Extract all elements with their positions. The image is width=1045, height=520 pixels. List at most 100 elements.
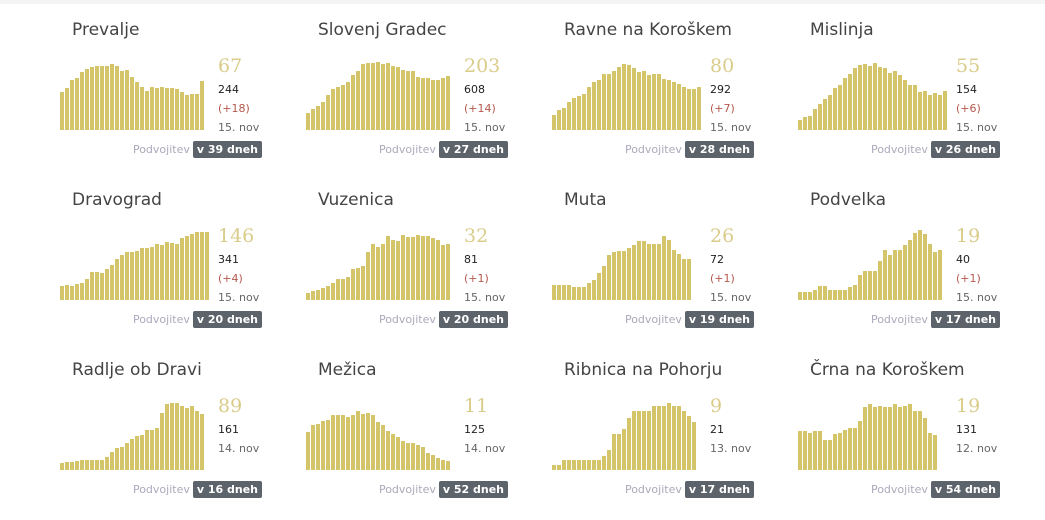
chart-bar xyxy=(597,79,601,130)
chart-bar xyxy=(843,289,847,300)
chart-bar xyxy=(90,459,94,470)
chart-bar xyxy=(612,434,616,470)
chart-bar xyxy=(652,405,656,470)
doubling-badge: v 20 dneh xyxy=(438,311,508,328)
chart-bar xyxy=(130,251,134,300)
chart-bar xyxy=(306,113,310,130)
chart-bar xyxy=(662,405,666,470)
chart-bar xyxy=(647,244,651,300)
chart-bar xyxy=(70,461,74,470)
chart-bar xyxy=(401,234,405,300)
chart-bar xyxy=(803,117,807,130)
chart-bar xyxy=(386,62,390,130)
chart-bar xyxy=(888,407,892,470)
municipality-name: Vuzenica xyxy=(318,190,394,210)
chart-bar xyxy=(115,448,119,470)
chart-bar xyxy=(858,421,862,470)
chart-bar xyxy=(592,82,596,130)
chart-bar xyxy=(582,94,586,130)
chart-bar xyxy=(893,404,897,470)
chart-bar xyxy=(908,85,912,130)
municipality-name: Muta xyxy=(564,190,607,210)
chart-bar xyxy=(170,242,174,300)
chart-bar xyxy=(140,86,144,130)
active-cases-count: 11 xyxy=(464,395,489,417)
last-update-date: 15. nov xyxy=(956,121,998,134)
daily-increase: (+7) xyxy=(710,102,735,115)
chart-bar xyxy=(657,244,661,300)
chart-bar xyxy=(406,442,410,470)
chart-bar xyxy=(667,239,671,300)
chart-bar xyxy=(873,271,877,300)
chart-bar xyxy=(838,84,842,130)
last-update-date: 14. nov xyxy=(464,442,506,455)
chart-bar xyxy=(376,421,380,470)
chart-bar xyxy=(351,415,355,470)
chart-bar xyxy=(80,282,84,300)
doubling-time: Podvojitev v 54 dneh xyxy=(871,481,1000,498)
chart-bar xyxy=(667,402,671,470)
chart-bar xyxy=(130,76,134,130)
chart-bar xyxy=(798,120,802,130)
doubling-label: Podvojitev xyxy=(870,313,928,326)
doubling-label: Podvojitev xyxy=(132,483,190,496)
chart-bar xyxy=(401,440,405,470)
chart-bar xyxy=(110,265,114,300)
chart-bar xyxy=(858,64,862,130)
chart-bar xyxy=(868,404,872,470)
doubling-label: Podvojitev xyxy=(870,483,928,496)
chart-bar xyxy=(446,460,450,470)
chart-bar xyxy=(391,65,395,130)
chart-bar xyxy=(95,459,99,470)
chart-bar xyxy=(682,411,686,470)
chart-bar xyxy=(185,95,189,130)
chart-bar xyxy=(818,430,822,470)
doubling-badge: v 17 dneh xyxy=(684,481,754,498)
chart-bar xyxy=(376,62,380,130)
chart-bar xyxy=(587,460,591,470)
doubling-time: Podvojitev v 20 dneh xyxy=(379,311,508,328)
chart-bar xyxy=(195,410,199,470)
chart-bar xyxy=(893,249,897,300)
chart-bar xyxy=(386,430,390,470)
chart-bar xyxy=(818,286,822,300)
chart-bar xyxy=(687,259,691,300)
chart-bar xyxy=(135,251,139,300)
chart-bar xyxy=(657,405,661,470)
municipality-name: Radlje ob Dravi xyxy=(72,360,202,380)
chart-bar xyxy=(858,274,862,300)
chart-bar xyxy=(165,241,169,300)
chart-bar xyxy=(838,432,842,470)
chart-bar xyxy=(371,415,375,470)
last-update-date: 12. nov xyxy=(956,442,998,455)
chart-bar xyxy=(326,419,330,470)
chart-bar xyxy=(602,456,606,470)
chart-bar xyxy=(195,93,199,130)
chart-bar xyxy=(677,405,681,470)
chart-bar xyxy=(65,88,69,130)
municipality-card: Dravograd 146 341 (+4) 15. nov Podvojite… xyxy=(60,190,290,350)
chart-bar xyxy=(140,435,144,470)
chart-bar xyxy=(567,460,571,470)
chart-bar xyxy=(687,89,691,130)
daily-increase: (+4) xyxy=(218,272,243,285)
chart-bar xyxy=(557,285,561,300)
chart-bar xyxy=(441,245,445,300)
chart-bar xyxy=(642,241,646,300)
chart-bar xyxy=(607,74,611,130)
chart-bar xyxy=(165,88,169,130)
last-update-date: 14. nov xyxy=(218,442,260,455)
chart-bar xyxy=(798,430,802,470)
total-cases-count: 154 xyxy=(956,83,977,96)
chart-bar xyxy=(828,95,832,130)
doubling-time: Podvojitev v 17 dneh xyxy=(871,311,1000,328)
chart-bar xyxy=(873,407,877,470)
chart-bar xyxy=(356,70,360,130)
total-cases-count: 244 xyxy=(218,83,239,96)
chart-bar xyxy=(813,109,817,130)
municipality-name: Ribnica na Pohorju xyxy=(564,360,723,380)
chart-bar xyxy=(913,232,917,300)
active-cases-bar-chart xyxy=(60,398,210,470)
active-cases-bar-chart xyxy=(798,58,948,130)
chart-bar xyxy=(557,465,561,470)
